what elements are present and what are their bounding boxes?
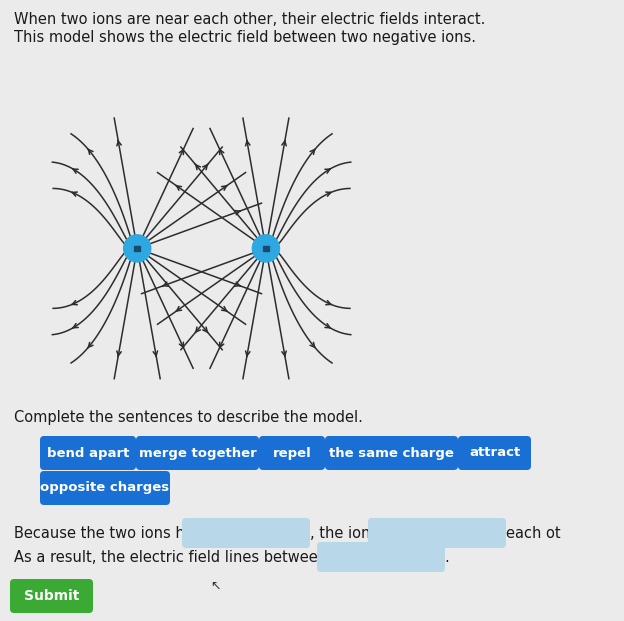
FancyBboxPatch shape xyxy=(458,436,531,470)
FancyBboxPatch shape xyxy=(40,436,136,470)
FancyBboxPatch shape xyxy=(10,579,93,613)
FancyBboxPatch shape xyxy=(40,471,170,505)
FancyBboxPatch shape xyxy=(136,436,259,470)
Text: , the ions: , the ions xyxy=(310,525,378,540)
Bar xyxy=(134,246,140,248)
Circle shape xyxy=(252,235,280,262)
Bar xyxy=(263,249,269,251)
Text: As a result, the electric field lines between them: As a result, the electric field lines be… xyxy=(14,550,370,564)
Text: merge together: merge together xyxy=(139,446,256,460)
Text: each ot: each ot xyxy=(506,525,560,540)
Text: This model shows the electric field between two negative ions.: This model shows the electric field betw… xyxy=(14,30,476,45)
FancyBboxPatch shape xyxy=(325,436,458,470)
Bar xyxy=(134,249,140,251)
Text: .: . xyxy=(444,550,449,564)
Text: bend apart: bend apart xyxy=(47,446,129,460)
FancyBboxPatch shape xyxy=(182,518,310,548)
Text: Complete the sentences to describe the model.: Complete the sentences to describe the m… xyxy=(14,410,363,425)
Text: opposite charges: opposite charges xyxy=(41,481,170,494)
FancyBboxPatch shape xyxy=(259,436,325,470)
Text: ↖: ↖ xyxy=(210,579,220,592)
Text: the same charge: the same charge xyxy=(329,446,454,460)
FancyBboxPatch shape xyxy=(368,518,506,548)
FancyBboxPatch shape xyxy=(317,542,445,572)
Text: Submit: Submit xyxy=(24,589,79,603)
Bar xyxy=(263,246,269,248)
Circle shape xyxy=(124,235,151,262)
Text: Because the two ions have: Because the two ions have xyxy=(14,525,212,540)
Text: attract: attract xyxy=(469,446,520,460)
Text: repel: repel xyxy=(273,446,311,460)
Text: When two ions are near each other, their electric fields interact.: When two ions are near each other, their… xyxy=(14,12,485,27)
